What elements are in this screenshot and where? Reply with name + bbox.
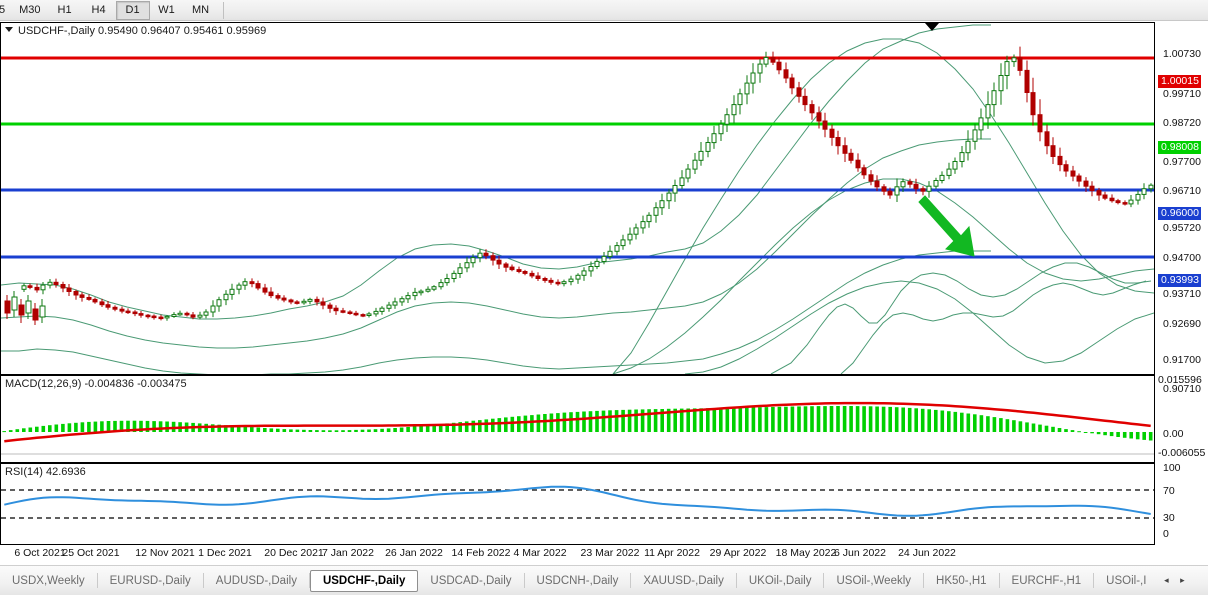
tab-usdchf-daily[interactable]: USDCHF-,Daily xyxy=(309,569,419,592)
axis-divider xyxy=(1154,22,1155,545)
chart-area[interactable]: USDCHF-,Daily 0.95490 0.96407 0.95461 0.… xyxy=(0,22,1208,545)
tab-separator xyxy=(202,573,204,588)
tab-separator xyxy=(308,573,310,588)
tab-scroll-right-icon[interactable]: ▸ xyxy=(1180,575,1185,585)
timeframe-d1-button[interactable]: D1 xyxy=(115,0,150,20)
rsi-plot xyxy=(1,485,1154,519)
date-label: 6 Jun 2022 xyxy=(834,547,886,559)
rsi-tick: 100 xyxy=(1163,462,1181,474)
price-badge-support: 0.93993 xyxy=(1158,274,1201,287)
tab-separator xyxy=(96,573,98,588)
tab-separator xyxy=(630,573,632,588)
price-tick: 0.94700 xyxy=(1163,252,1201,264)
tab-hk50-h1[interactable]: HK50-,H1 xyxy=(936,574,987,587)
date-label: 12 Nov 2021 xyxy=(135,547,195,559)
date-label: 11 Apr 2022 xyxy=(644,547,700,559)
price-tick: 0.97700 xyxy=(1163,156,1201,168)
tab-separator xyxy=(735,573,737,588)
rsi-label: RSI(14) 42.6936 xyxy=(5,466,86,478)
tab-usoil-partial[interactable]: USOil-,I xyxy=(1106,574,1147,587)
macd-tick: 0.015596 xyxy=(1158,374,1202,386)
rsi-tick: 30 xyxy=(1163,512,1175,524)
date-label: 7 Jan 2022 xyxy=(322,547,374,559)
date-label: 6 Oct 2021 xyxy=(14,547,66,559)
tab-separator xyxy=(923,573,925,588)
macd-tick: -0.006055 xyxy=(1158,447,1206,459)
tab-separator xyxy=(823,573,825,588)
date-label: 14 Feb 2022 xyxy=(451,547,511,559)
date-axis: 6 Oct 2021 25 Oct 2021 12 Nov 2021 1 Dec… xyxy=(0,545,1208,565)
timeframe-h1-button[interactable]: H1 xyxy=(57,4,72,16)
price-tick: 0.99710 xyxy=(1163,88,1201,100)
price-badge-green: 0.98008 xyxy=(1158,141,1201,154)
rsi-tick: 70 xyxy=(1163,485,1175,497)
timeframe-h4-button[interactable]: H4 xyxy=(91,4,106,16)
date-label: 23 Mar 2022 xyxy=(580,547,640,559)
price-tick: 0.95720 xyxy=(1163,222,1201,234)
tab-separator xyxy=(523,573,525,588)
price-tick: 0.98720 xyxy=(1163,117,1201,129)
price-plot xyxy=(1,24,1154,374)
tab-usdcad-daily[interactable]: USDCAD-,Daily xyxy=(430,574,512,587)
price-pane[interactable]: USDCHF-,Daily 0.95490 0.96407 0.95461 0.… xyxy=(0,22,1155,375)
price-badge-resistance: 1.00015 xyxy=(1158,75,1201,88)
price-tick: 1.00730 xyxy=(1163,48,1201,60)
date-label: 25 Oct 2021 xyxy=(62,547,120,559)
tab-ukoil-daily[interactable]: UKOil-,Daily xyxy=(748,574,812,587)
tab-audusd-daily[interactable]: AUDUSD-,Daily xyxy=(215,574,297,587)
price-badge-pivot: 0.96000 xyxy=(1158,207,1201,220)
rsi-pane[interactable]: RSI(14) 42.6936 xyxy=(0,463,1155,545)
price-tick: 0.96710 xyxy=(1163,185,1201,197)
macd-pane[interactable]: MACD(12,26,9) -0.004836 -0.003475 xyxy=(0,375,1155,463)
tab-eurusd-daily[interactable]: EURUSD-,Daily xyxy=(109,574,191,587)
date-label: 26 Jan 2022 xyxy=(385,547,443,559)
price-tick: 0.90710 xyxy=(1163,383,1201,395)
macd-tick: 0.00 xyxy=(1163,428,1184,440)
date-label: 24 Jun 2022 xyxy=(898,547,956,559)
tab-usoil-weekly[interactable]: USOil-,Weekly xyxy=(836,574,912,587)
tab-usdcnh-daily[interactable]: USDCNH-,Daily xyxy=(536,574,619,587)
chart-header: USDCHF-,Daily 0.95490 0.96407 0.95461 0.… xyxy=(5,25,266,37)
chart-header-text: USDCHF-,Daily 0.95490 0.96407 0.95461 0.… xyxy=(18,25,267,37)
tab-separator xyxy=(998,573,1000,588)
toolbar-separator xyxy=(222,1,224,19)
price-tick: 0.93710 xyxy=(1163,288,1201,300)
date-label: 1 Dec 2021 xyxy=(198,547,252,559)
timeframe-w1-button[interactable]: W1 xyxy=(158,4,175,16)
macd-plot xyxy=(1,401,1154,455)
price-tick: 0.91700 xyxy=(1163,354,1201,366)
timeframe-toolbar: 5 M30 H1 H4 D1 W1 MN xyxy=(0,0,1208,21)
green-down-arrow-annotation xyxy=(918,195,975,257)
tab-xauusd-daily[interactable]: XAUUSD-,Daily xyxy=(643,574,724,587)
date-label: 20 Dec 2021 xyxy=(264,547,324,559)
tab-usdx-weekly[interactable]: USDX,Weekly xyxy=(12,574,85,587)
rsi-tick: 0 xyxy=(1163,528,1169,540)
date-label: 4 Mar 2022 xyxy=(513,547,567,559)
timeframe-m30-button[interactable]: M30 xyxy=(19,4,41,16)
tab-scroll-left-icon[interactable]: ◂ xyxy=(1164,575,1169,585)
date-label: 18 May 2022 xyxy=(775,547,837,559)
price-tick: 0.92690 xyxy=(1163,318,1201,330)
timeframe-m5-button[interactable]: 5 xyxy=(0,4,6,16)
tab-eurchf-h1[interactable]: EURCHF-,H1 xyxy=(1011,574,1082,587)
date-label: 29 Apr 2022 xyxy=(709,547,767,559)
chart-object-marker[interactable] xyxy=(925,23,939,31)
collapse-triangle-icon[interactable] xyxy=(5,27,13,32)
symbol-tab-bar[interactable]: USDX,Weekly EURUSD-,Daily AUDUSD-,Daily … xyxy=(0,565,1208,595)
price-axis[interactable]: 1.00730 0.99710 0.98720 0.97700 0.96710 … xyxy=(1155,22,1208,545)
tab-separator xyxy=(1093,573,1095,588)
timeframe-mn-button[interactable]: MN xyxy=(191,4,210,16)
macd-label: MACD(12,26,9) -0.004836 -0.003475 xyxy=(5,378,187,390)
